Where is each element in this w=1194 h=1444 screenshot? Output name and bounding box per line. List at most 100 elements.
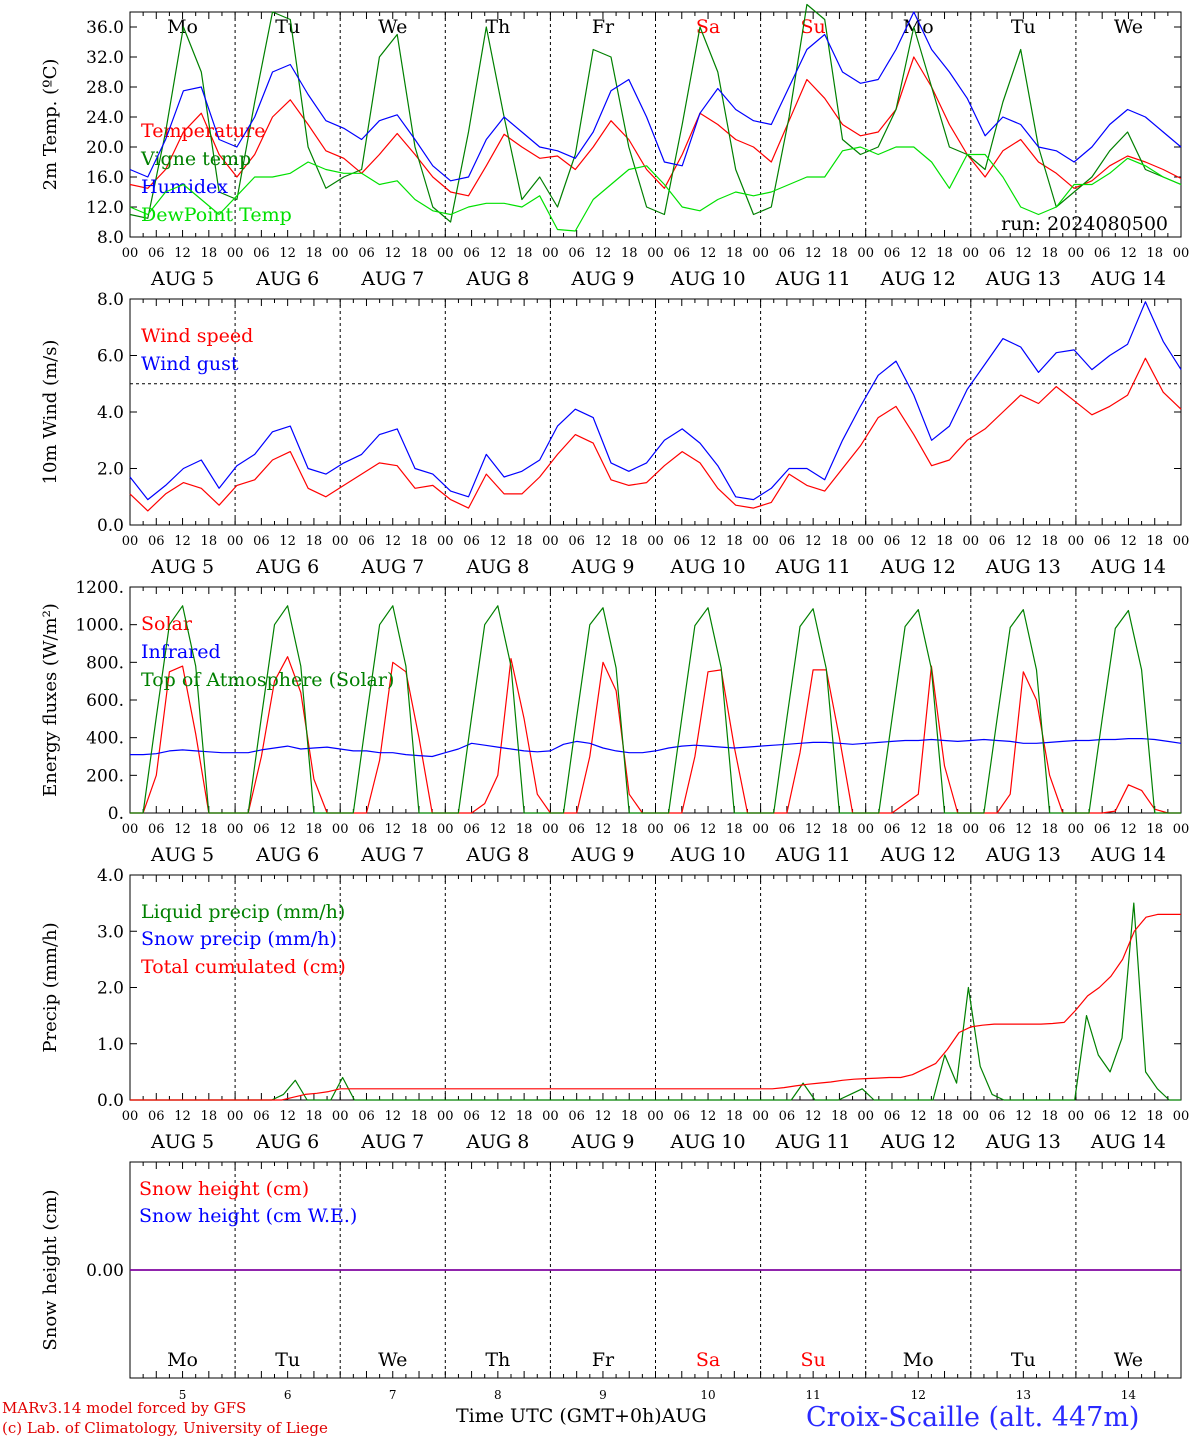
hour-tick-label: 12 — [700, 246, 717, 261]
hour-tick-label: 00 — [1173, 246, 1190, 261]
hour-tick-label: 12 — [1015, 534, 1032, 549]
date-label: AUG 12 — [880, 556, 956, 578]
y-tick-label: 8.0 — [97, 228, 124, 248]
hour-tick-label: 18 — [516, 246, 533, 261]
date-label: AUG 8 — [465, 1131, 529, 1153]
hour-tick-label: 00 — [1173, 534, 1190, 549]
hour-tick-label: 12 — [805, 822, 822, 837]
hour-tick-label: 00 — [122, 1109, 139, 1124]
day-number-label: 5 — [179, 1388, 187, 1402]
hour-tick-label: 18 — [411, 822, 428, 837]
date-label: AUG 10 — [669, 556, 745, 578]
hour-tick-label: 06 — [989, 1109, 1006, 1124]
series-line — [129, 301, 1182, 501]
hour-tick-label: 12 — [1015, 246, 1032, 261]
hour-tick-label: 00 — [1068, 822, 1085, 837]
hour-tick-label: 06 — [1094, 1109, 1111, 1124]
hour-tick-label: 00 — [857, 1109, 874, 1124]
day-of-week-label: We — [378, 1349, 407, 1371]
day-of-week-label: We — [1114, 16, 1143, 38]
hour-tick-label: 06 — [463, 534, 480, 549]
hour-tick-label: 18 — [1146, 1109, 1163, 1124]
date-label: AUG 9 — [570, 268, 634, 290]
y-tick-label: 1200. — [75, 578, 124, 598]
hour-tick-label: 00 — [647, 534, 664, 549]
hour-tick-label: 00 — [542, 822, 559, 837]
hour-tick-label: 18 — [516, 534, 533, 549]
hour-tick-label: 18 — [1041, 822, 1058, 837]
hour-tick-label: 12 — [279, 246, 296, 261]
hour-tick-label: 12 — [805, 246, 822, 261]
hour-tick-label: 00 — [752, 246, 769, 261]
hour-tick-label: 00 — [963, 246, 980, 261]
hour-tick-label: 06 — [463, 822, 480, 837]
hour-tick-label: 06 — [1094, 822, 1111, 837]
date-label: AUG 7 — [360, 556, 424, 578]
hour-tick-label: 18 — [201, 1109, 218, 1124]
hour-tick-label: 18 — [936, 822, 953, 837]
day-number-label: 9 — [599, 1388, 607, 1402]
hour-tick-label: 00 — [122, 822, 139, 837]
hour-tick-label: 12 — [700, 534, 717, 549]
hour-tick-label: 12 — [490, 246, 507, 261]
hour-tick-label: 18 — [831, 822, 848, 837]
hour-tick-label: 12 — [805, 534, 822, 549]
hour-tick-label: 18 — [1041, 1109, 1058, 1124]
day-of-week-label: Sa — [696, 1349, 720, 1371]
hour-tick-label: 12 — [279, 1109, 296, 1124]
date-label: AUG 11 — [775, 556, 851, 578]
series-line — [129, 56, 1182, 197]
day-of-week-label: We — [378, 16, 407, 38]
hour-tick-label: 18 — [621, 1109, 638, 1124]
hour-tick-label: 18 — [411, 1109, 428, 1124]
station-name: Croix-Scaille (alt. 447m) — [806, 1402, 1140, 1433]
hour-tick-label: 18 — [306, 534, 323, 549]
hour-tick-label: 18 — [1146, 822, 1163, 837]
hour-tick-label: 00 — [1173, 822, 1190, 837]
hour-tick-label: 06 — [568, 534, 585, 549]
hour-tick-label: 00 — [227, 822, 244, 837]
day-of-week-label: Su — [801, 16, 826, 38]
y-axis-label: Precip (mm/h) — [40, 922, 61, 1052]
hour-tick-label: 18 — [621, 822, 638, 837]
hour-tick-label: 18 — [1041, 246, 1058, 261]
y-tick-label: 36.0 — [86, 18, 124, 38]
hour-tick-label: 06 — [674, 1109, 691, 1124]
date-label: AUG 5 — [150, 1131, 214, 1153]
legend-label: Wind speed — [141, 325, 253, 347]
hour-tick-label: 12 — [595, 822, 612, 837]
hour-tick-label: 06 — [148, 246, 165, 261]
date-label: AUG 8 — [465, 844, 529, 866]
y-axis-label: Snow height (cm) — [40, 1189, 61, 1350]
hour-tick-label: 18 — [936, 246, 953, 261]
time-axis-title: Time UTC (GMT+0h)AUG — [456, 1405, 707, 1427]
hour-tick-label: 00 — [542, 1109, 559, 1124]
legend-label: Humidex — [141, 176, 228, 198]
date-label: AUG 6 — [255, 1131, 319, 1153]
hour-tick-label: 18 — [621, 246, 638, 261]
hour-tick-label: 12 — [279, 822, 296, 837]
hour-tick-label: 12 — [1015, 822, 1032, 837]
date-label: AUG 14 — [1090, 1131, 1166, 1153]
hour-tick-label: 12 — [384, 1109, 401, 1124]
date-label: AUG 11 — [775, 1131, 851, 1153]
hour-tick-label: 06 — [463, 1109, 480, 1124]
hour-tick-label: 18 — [306, 822, 323, 837]
hour-tick-label: 00 — [332, 246, 349, 261]
series-line — [130, 913, 1181, 1101]
day-of-week-label: Mo — [167, 16, 198, 38]
legend-label: Wind gust — [141, 353, 239, 375]
hour-tick-label: 00 — [752, 534, 769, 549]
hour-tick-label: 18 — [201, 246, 218, 261]
hour-tick-label: 00 — [1068, 534, 1085, 549]
date-label: AUG 11 — [775, 268, 851, 290]
hour-tick-label: 06 — [884, 534, 901, 549]
hour-tick-label: 18 — [201, 822, 218, 837]
y-tick-label: 20.0 — [86, 138, 124, 158]
hour-tick-label: 06 — [779, 822, 796, 837]
hour-tick-label: 00 — [332, 822, 349, 837]
y-tick-label: 1000. — [75, 616, 124, 636]
hour-tick-label: 06 — [884, 246, 901, 261]
hour-tick-label: 00 — [542, 246, 559, 261]
